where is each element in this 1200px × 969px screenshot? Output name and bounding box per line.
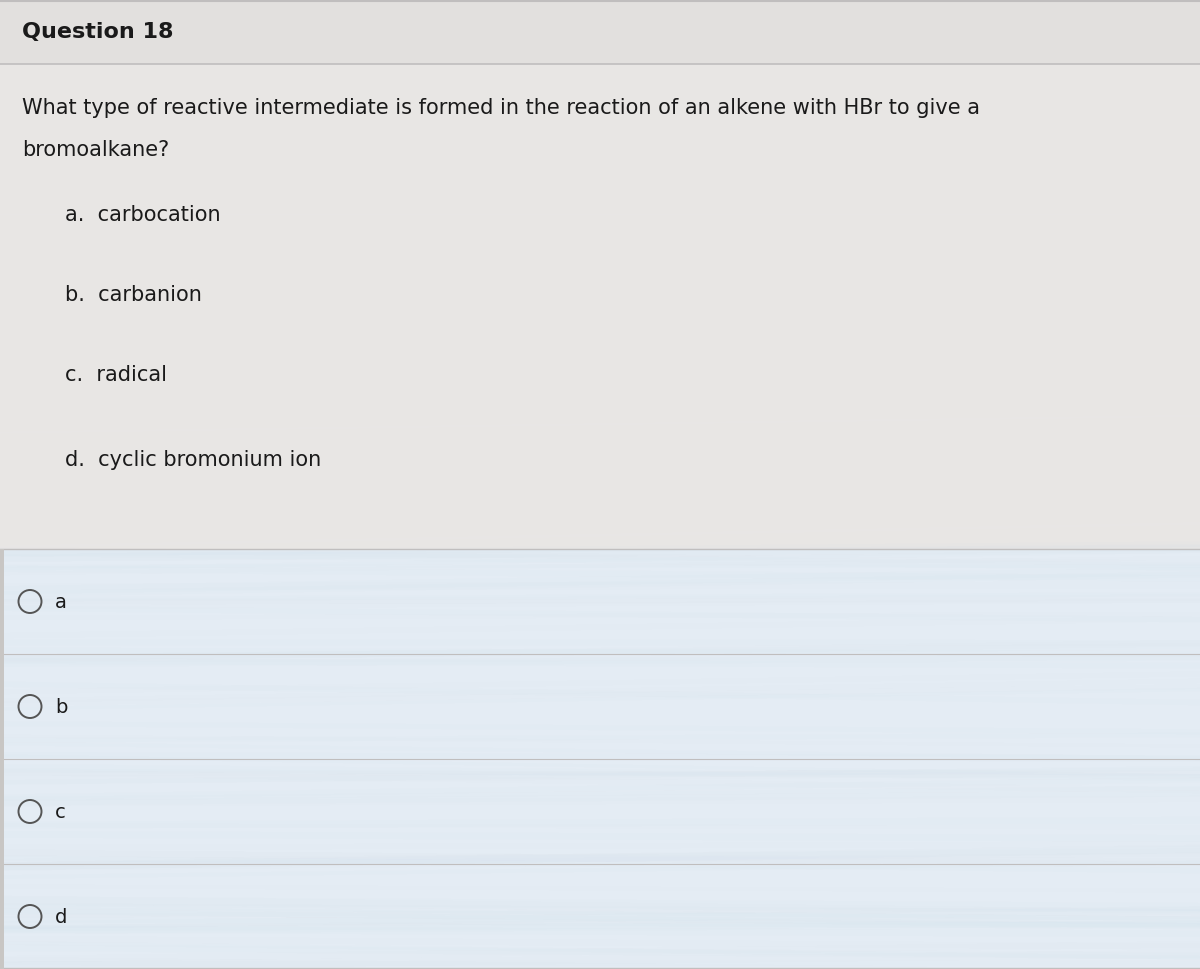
FancyBboxPatch shape — [0, 549, 4, 969]
Text: a.  carbocation: a. carbocation — [65, 204, 221, 225]
Text: c: c — [55, 802, 66, 821]
Text: bromoalkane?: bromoalkane? — [22, 140, 169, 160]
Text: b: b — [55, 698, 67, 716]
Text: d: d — [55, 907, 67, 926]
Text: What type of reactive intermediate is formed in the reaction of an alkene with H: What type of reactive intermediate is fo… — [22, 98, 980, 118]
Text: c.  radical: c. radical — [65, 364, 167, 385]
Text: b.  carbanion: b. carbanion — [65, 285, 202, 304]
Text: Question 18: Question 18 — [22, 22, 174, 43]
FancyBboxPatch shape — [0, 549, 1200, 969]
Text: a: a — [55, 592, 67, 611]
FancyBboxPatch shape — [0, 0, 1200, 65]
Text: d.  cyclic bromonium ion: d. cyclic bromonium ion — [65, 450, 322, 470]
